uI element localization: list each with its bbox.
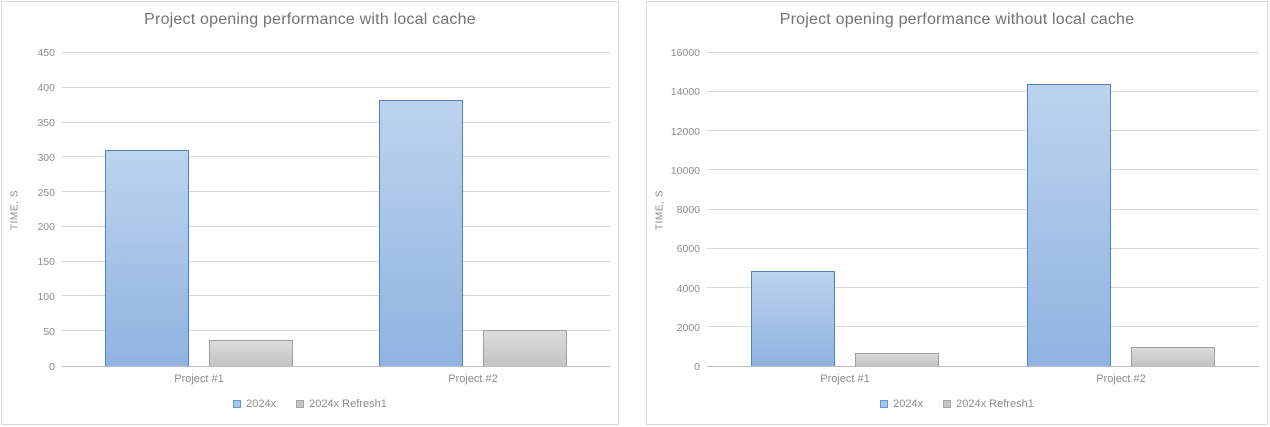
x-tick-label-project-1: Project #1 (820, 373, 870, 385)
bar-groups (707, 53, 1259, 366)
y-tick-label-400: 400 (37, 81, 55, 94)
y-tick-label-0: 0 (694, 361, 700, 373)
gridline (707, 91, 1259, 93)
y-axis-title: TIME, S (9, 189, 21, 231)
y-tick-label-50: 50 (43, 326, 55, 339)
x-axis-labels: Project #1 Project #2 (707, 367, 1259, 389)
y-tick-label-14000: 14000 (670, 86, 700, 99)
y-tick-label-200: 200 (37, 221, 55, 234)
legend-label-2024x: 2024x (893, 398, 924, 410)
y-tick-label-16000: 16000 (670, 47, 700, 59)
y-tick-label-6000: 6000 (676, 243, 700, 256)
bar-2024x-project-2 (1027, 84, 1111, 366)
chart-title: Project opening performance without loca… (779, 11, 1135, 28)
gridline (707, 325, 1259, 327)
gridline (707, 52, 1259, 53)
gridline (62, 330, 610, 332)
bar-2024x-project-2 (379, 99, 463, 366)
y-axis-labels: 0 2000 4000 6000 8000 10000 12000 14000 16000 (670, 48, 707, 373)
legend-item-2024x: 2024x (880, 398, 923, 410)
gridline (62, 295, 610, 297)
y-axis-title-column: TIME, S (647, 53, 673, 367)
y-tick-label-4000: 4000 (676, 282, 700, 295)
legend-item-2024x: 2024x (233, 398, 276, 410)
y-tick-label-10000: 10000 (670, 164, 700, 177)
bar-2024x-refresh1-project-2 (483, 329, 567, 366)
bar-2024x-refresh1-project-1 (209, 339, 293, 366)
gridline (62, 156, 610, 158)
bar-group-project-2 (983, 53, 1259, 366)
legend-marker-2024x (233, 400, 242, 408)
legend-item-2024x-refresh1: 2024x Refresh1 (943, 398, 1034, 410)
chart-without-local-cache: Project opening performance without loca… (646, 1, 1268, 425)
bar-group-project-2 (336, 53, 610, 366)
legend-item-2024x-refresh1: 2024x Refresh1 (296, 398, 387, 410)
legend-marker-2024x-refresh1 (296, 400, 305, 408)
plot-area (707, 52, 1259, 367)
bar-group-project-1 (62, 53, 336, 366)
gridline (707, 130, 1259, 132)
bar-groups (62, 53, 610, 366)
y-tick-label-250: 250 (37, 186, 55, 199)
gridline (62, 260, 610, 262)
gridline (707, 208, 1259, 210)
legend: 2024x 2024x Refresh1 (2, 398, 618, 410)
y-tick-label-2000: 2000 (676, 321, 700, 334)
legend-marker-2024x-refresh1 (943, 400, 952, 408)
y-tick-label-350: 350 (37, 116, 55, 129)
x-tick-label-project-2: Project #2 (1096, 373, 1146, 385)
chart-plot-region: TIME, S 0 2000 4000 6000 8000 10000 12000 14000… (647, 48, 1267, 373)
gridline (62, 225, 610, 227)
bar-2024x-refresh1-project-2 (1131, 347, 1215, 366)
plot-area (62, 52, 610, 367)
legend-label-2024x-refresh1: 2024x Refresh1 (956, 398, 1034, 410)
gridline (707, 286, 1259, 288)
chart-with-local-cache: Project opening performance with local c… (1, 1, 619, 425)
x-axis-labels: Project #1 Project #2 (62, 367, 610, 389)
x-tick-label-project-2: Project #2 (448, 373, 498, 385)
legend-label-2024x: 2024x (246, 398, 277, 410)
y-tick-label-150: 150 (37, 256, 55, 269)
y-tick-label-8000: 8000 (676, 204, 700, 216)
legend-marker-2024x (880, 400, 889, 408)
gridline (62, 191, 610, 193)
y-tick-label-300: 300 (37, 151, 55, 164)
legend: 2024x 2024x Refresh1 (647, 398, 1267, 410)
bar-2024x-project-1 (105, 150, 189, 366)
bar-2024x-refresh1-project-1 (855, 352, 939, 366)
chart-title: Project opening performance with local c… (144, 11, 476, 28)
gridline (707, 247, 1259, 249)
y-axis-labels: 0 50 100 150 200 250 300 350 400 450 (28, 48, 62, 373)
gridline (707, 169, 1259, 171)
y-axis-title-column: TIME, S (2, 53, 28, 367)
gridline (62, 86, 610, 88)
legend-label-2024x-refresh1: 2024x Refresh1 (309, 398, 387, 410)
y-tick-label-100: 100 (37, 291, 55, 304)
y-tick-label-450: 450 (37, 47, 55, 59)
chart-plot-region: TIME, S 0 50 100 150 200 250 300 350 400 450 (2, 48, 618, 373)
y-axis-title: TIME, S (654, 189, 666, 231)
gridline (62, 121, 610, 123)
y-tick-label-12000: 12000 (670, 125, 700, 138)
bar-group-project-1 (707, 53, 983, 366)
y-tick-label-0: 0 (49, 361, 55, 373)
x-tick-label-project-1: Project #1 (174, 373, 224, 385)
bar-2024x-project-1 (751, 271, 835, 366)
gridline (62, 52, 610, 53)
